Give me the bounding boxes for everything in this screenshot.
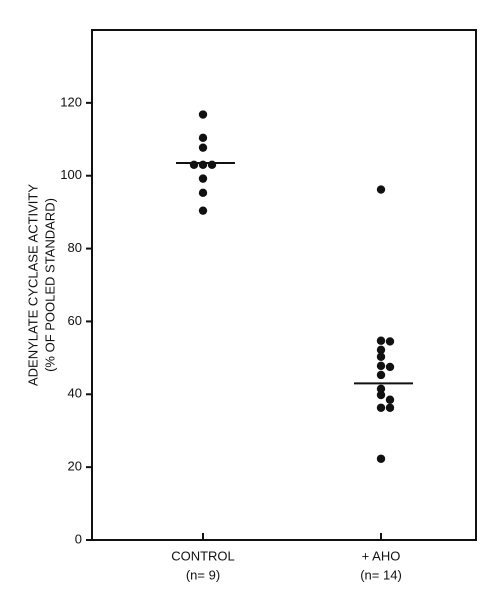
data-dot: [385, 403, 395, 412]
data-dot: [385, 395, 395, 404]
data-dot: [376, 185, 386, 194]
data-dot: [376, 403, 386, 412]
data-dot: [376, 345, 386, 355]
y-tick-label: 60: [68, 313, 82, 328]
y-tick-label: 80: [68, 240, 82, 255]
y-tick-label: 0: [75, 531, 82, 546]
y-tick-label: 40: [68, 386, 82, 401]
y-tick-label: 20: [68, 459, 82, 474]
data-dot: [198, 133, 208, 143]
x-tick-note: (n= 9): [186, 567, 220, 582]
y-tick-label: 120: [60, 94, 82, 109]
data-dot: [198, 188, 208, 198]
data-dot: [189, 160, 199, 169]
data-dot: [385, 337, 395, 346]
data-dot: [376, 384, 386, 394]
data-dot: [198, 160, 208, 169]
data-dot: [198, 206, 208, 215]
data-dot: [376, 352, 386, 361]
data-dot: [376, 361, 386, 371]
y-axis-title-line: ADENYLATE CYCLASE ACTIVITY: [25, 184, 40, 386]
data-dot: [376, 370, 386, 380]
data-dot: [198, 174, 208, 183]
y-tick-label: 100: [60, 167, 82, 182]
data-dot: [198, 110, 208, 119]
data-dot: [198, 143, 208, 152]
x-tick-note: (n= 14): [360, 567, 402, 582]
plot-frame: [91, 29, 477, 541]
data-dot: [376, 454, 386, 463]
y-axis-title: ADENYLATE CYCLASE ACTIVITY (% OF POOLED …: [25, 184, 57, 386]
data-dot: [385, 362, 395, 372]
data-dot: [376, 390, 386, 400]
x-tick-label: CONTROL: [171, 548, 235, 563]
x-tick-label: + AHO: [362, 548, 401, 563]
y-axis-title-line: (% OF POOLED STANDARD): [42, 198, 57, 372]
data-dot: [207, 160, 217, 169]
data-dot: [376, 336, 386, 345]
